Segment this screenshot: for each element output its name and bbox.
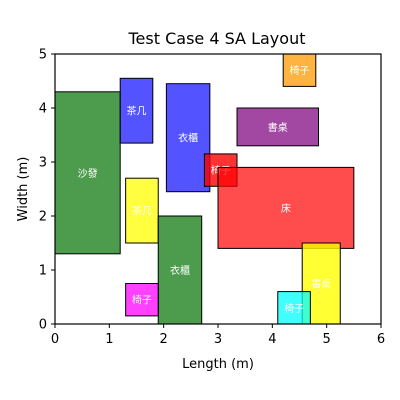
x-tick-label: 5 — [323, 332, 331, 347]
furniture-item: 椅子 — [125, 283, 159, 317]
furniture-item: 床 — [217, 166, 355, 249]
furniture-item: 衣櫃 — [165, 83, 211, 193]
x-tick-label: 2 — [160, 332, 168, 347]
furniture-label: 沙發 — [78, 167, 98, 180]
furniture-rect — [54, 91, 121, 255]
x-tick-label: 0 — [51, 332, 59, 347]
furniture-rect — [217, 166, 355, 249]
furniture-label: 衣櫃 — [178, 132, 198, 145]
furniture-rect — [236, 107, 320, 147]
y-tick-label: 4 — [39, 102, 47, 117]
y-axis-ticks: 0 1 2 3 4 5 — [39, 48, 55, 333]
x-tick-label: 4 — [268, 332, 276, 347]
items-layer: 沙發茶几茶几衣櫃衣櫃書桌椅子床椅子椅子書桌椅子 — [54, 53, 355, 325]
x-tick-label: 3 — [214, 332, 222, 347]
y-tick-label: 1 — [39, 264, 47, 279]
furniture-label: 書桌 — [311, 278, 331, 291]
furniture-rect — [125, 283, 159, 317]
furniture-label: 書桌 — [268, 121, 288, 134]
furniture-item: 茶几 — [125, 177, 159, 244]
furniture-rect — [165, 83, 211, 193]
y-tick-label: 2 — [39, 210, 47, 225]
furniture-item: 書桌 — [236, 107, 320, 147]
x-tick-label: 6 — [377, 332, 385, 347]
x-axis-ticks: 0 1 2 3 4 5 6 — [51, 324, 385, 347]
y-axis-label: Width (m) — [16, 157, 31, 222]
chart-title: Test Case 4 SA Layout — [128, 29, 306, 48]
x-axis-label: Length (m) — [182, 357, 254, 372]
furniture-rect — [125, 177, 159, 244]
furniture-item: 椅子 — [282, 53, 317, 87]
furniture-label: 茶几 — [127, 105, 147, 118]
y-tick-label: 5 — [39, 48, 47, 63]
furniture-label: 床 — [281, 202, 291, 215]
furniture-item: 椅子 — [277, 291, 311, 325]
furniture-item: 茶几 — [119, 77, 154, 144]
furniture-rect — [119, 77, 154, 144]
furniture-rect — [277, 291, 311, 325]
furniture-item: 沙發 — [54, 91, 121, 255]
y-tick-label: 0 — [39, 318, 47, 333]
furniture-label: 茶几 — [132, 205, 152, 218]
x-tick-label: 1 — [105, 332, 113, 347]
furniture-label: 椅子 — [284, 302, 304, 315]
furniture-rect — [282, 53, 317, 87]
y-tick-label: 3 — [39, 156, 47, 171]
furniture-label: 衣櫃 — [170, 264, 190, 277]
furniture-label: 椅子 — [290, 64, 310, 77]
furniture-item: 衣櫃 — [157, 215, 203, 325]
furniture-label: 椅子 — [132, 294, 152, 307]
